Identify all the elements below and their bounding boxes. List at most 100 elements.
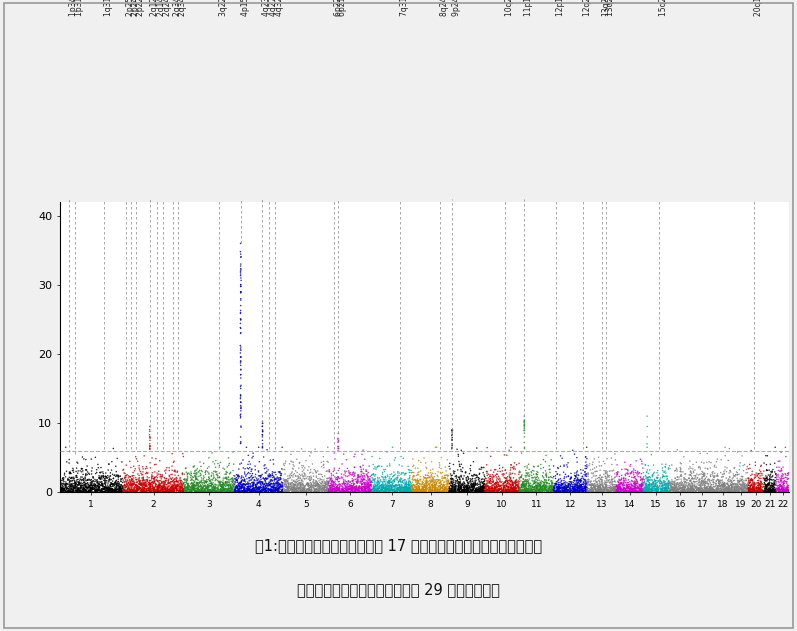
Point (685, 481, 698, 492)
Point (77, 486, 90, 496)
Point (611, 469, 624, 480)
Point (531, 481, 544, 491)
Point (606, 482, 618, 492)
Point (358, 469, 371, 479)
Point (322, 480, 335, 490)
Point (289, 487, 301, 497)
Point (757, 487, 770, 497)
Point (624, 483, 637, 493)
Point (659, 477, 672, 487)
Point (488, 487, 501, 497)
Point (580, 463, 593, 473)
Point (364, 486, 377, 496)
Point (662, 483, 675, 493)
Point (264, 480, 277, 490)
Point (517, 481, 530, 492)
Point (281, 471, 294, 481)
Point (742, 475, 755, 485)
Point (442, 477, 455, 487)
Point (679, 469, 692, 479)
Point (273, 486, 285, 496)
Point (373, 482, 386, 492)
Point (312, 479, 324, 489)
Point (456, 478, 469, 488)
Point (729, 485, 742, 495)
Point (215, 480, 228, 490)
Point (268, 472, 281, 482)
Point (238, 469, 251, 479)
Point (579, 477, 592, 487)
Point (321, 485, 334, 495)
Point (285, 468, 298, 478)
Point (91, 481, 104, 491)
Point (478, 484, 491, 494)
Point (276, 442, 289, 452)
Point (759, 475, 771, 485)
Point (747, 480, 760, 490)
Point (63, 487, 76, 497)
Point (706, 485, 719, 495)
Point (399, 481, 412, 492)
Point (123, 485, 135, 495)
Point (176, 480, 189, 490)
Point (512, 481, 524, 492)
Point (598, 469, 611, 480)
Point (760, 481, 773, 491)
Point (520, 483, 533, 493)
Point (671, 487, 684, 497)
Point (324, 481, 336, 491)
Point (568, 487, 581, 497)
Point (77, 469, 89, 480)
Point (100, 481, 113, 492)
Point (687, 487, 700, 497)
Point (163, 486, 175, 496)
Point (713, 481, 726, 491)
Point (634, 484, 646, 494)
Point (240, 484, 253, 494)
Point (659, 483, 672, 493)
Point (391, 483, 404, 493)
Point (582, 487, 595, 497)
Point (356, 475, 369, 485)
Point (560, 482, 573, 492)
Point (697, 487, 710, 497)
Point (520, 480, 532, 490)
Point (79, 474, 92, 484)
Point (665, 478, 678, 488)
Point (112, 477, 124, 487)
Point (109, 487, 122, 497)
Point (689, 485, 701, 495)
Point (614, 479, 627, 489)
Point (206, 487, 219, 497)
Point (398, 485, 410, 495)
Point (582, 471, 595, 481)
Point (461, 486, 474, 496)
Point (179, 484, 191, 494)
Point (681, 478, 694, 488)
Point (668, 483, 681, 493)
Point (89, 486, 102, 496)
Point (128, 476, 140, 486)
Point (58, 485, 71, 495)
Point (190, 473, 202, 483)
Point (342, 478, 355, 488)
Point (291, 487, 304, 497)
Point (529, 481, 542, 491)
Point (264, 480, 277, 490)
Point (273, 479, 285, 489)
Point (510, 480, 523, 490)
Point (682, 485, 695, 495)
Point (252, 485, 265, 495)
Point (626, 484, 638, 494)
Point (256, 477, 269, 487)
Point (346, 486, 359, 496)
Point (544, 486, 557, 496)
Point (770, 469, 783, 479)
Point (433, 457, 446, 468)
Point (282, 487, 295, 497)
Point (694, 485, 707, 495)
Point (360, 466, 373, 476)
Point (100, 473, 113, 483)
Point (498, 485, 511, 495)
Point (744, 484, 757, 494)
